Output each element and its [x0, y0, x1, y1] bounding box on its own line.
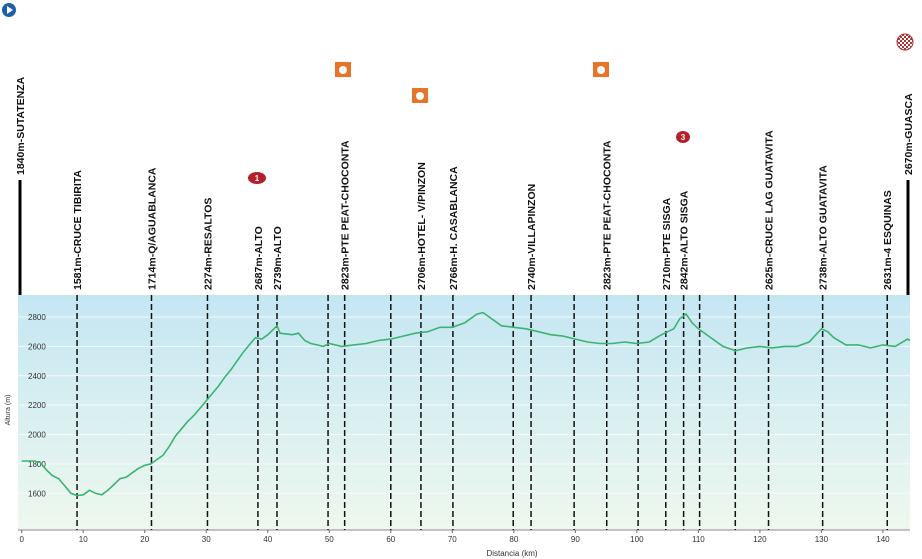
- waypoint-label: 2740m-VILLAPINZON: [526, 184, 538, 290]
- waypoint-label: 2670m-GUASCA: [903, 93, 915, 175]
- finish-icon: [896, 33, 914, 51]
- y-tick-label: 2800: [28, 313, 46, 322]
- waypoint-label: 2687m-ALTO: [253, 226, 265, 290]
- y-tick-label: 2000: [28, 431, 46, 440]
- waypoint-label: 2706m-HOTEL- V/PINZON: [416, 162, 428, 290]
- sprint-icon: [593, 62, 609, 77]
- x-tick-label: 140: [876, 535, 890, 544]
- y-tick-label: 2600: [28, 342, 46, 351]
- x-tick-label: 20: [140, 535, 149, 544]
- x-tick-label: 10: [79, 535, 88, 544]
- climb-icon: [248, 172, 266, 184]
- x-tick-label: 100: [630, 535, 644, 544]
- waypoint-label: 2631m-4 ESQUINAS: [882, 190, 894, 290]
- waypoint-label: 2766m-H. CASABLANCA: [448, 166, 460, 290]
- plot-area: [18, 295, 910, 530]
- waypoint-label: 2274m-RESALTOS: [202, 198, 214, 290]
- x-tick-label: 130: [815, 535, 829, 544]
- sprint-icon: [335, 62, 351, 77]
- climb-icon: [676, 131, 690, 143]
- y-axis-title: Altura (m): [5, 395, 12, 426]
- y-tick-label: 1600: [28, 489, 46, 498]
- waypoint-label: 1714m-Q/AGUABLANCA: [146, 167, 158, 290]
- waypoint-label: 2710m-PTE SISGA: [661, 197, 673, 290]
- climb-category: 3: [681, 133, 686, 142]
- elevation-line: [21, 311, 911, 497]
- x-tick-label: 0: [19, 535, 24, 544]
- waypoint-label: 2823m-PTE PEAT-CHOCONTA: [602, 140, 614, 290]
- climb-category: 1: [255, 174, 260, 183]
- waypoint-label: 2625m-CRUCE LAG GUATAVITA: [764, 130, 776, 290]
- x-tick-label: 50: [325, 535, 334, 544]
- waypoint-label: 2842m-ALTO SISGA: [679, 190, 691, 290]
- x-axis-title: Distancia (km): [486, 549, 537, 558]
- waypoint-label: 1581m-CRUCE TIBIRITA: [72, 170, 84, 290]
- x-tick-label: 40: [263, 535, 272, 544]
- waypoint-label: 2739m-ALTO: [272, 226, 284, 290]
- y-tick-label: 2400: [28, 372, 46, 381]
- x-tick-label: 90: [571, 535, 580, 544]
- waypoint-label: 2738m-ALTO GUATAVITA: [818, 165, 830, 290]
- waypoint-label: 2823m-PTE PEAT-CHOCONTA: [340, 140, 352, 290]
- x-tick-label: 120: [753, 535, 767, 544]
- x-tick-label: 70: [448, 535, 457, 544]
- y-tick-label: 1800: [28, 460, 46, 469]
- x-tick-label: 30: [202, 535, 211, 544]
- waypoint-label: 1840m-SUTATENZA: [15, 76, 27, 175]
- x-tick-label: 60: [386, 535, 395, 544]
- x-tick-label: 80: [509, 535, 518, 544]
- sprint-icon: [412, 88, 428, 103]
- start-icon: [2, 3, 16, 17]
- x-tick-label: 110: [692, 535, 705, 544]
- y-tick-label: 2200: [28, 401, 46, 410]
